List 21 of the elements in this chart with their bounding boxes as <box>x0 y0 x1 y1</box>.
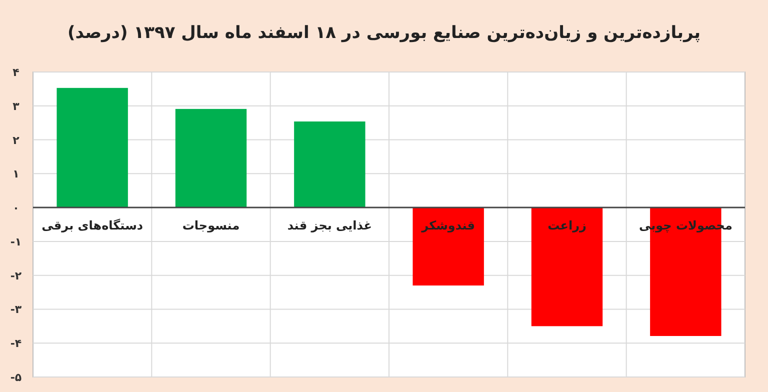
bar <box>175 108 247 208</box>
y-tick-label: -۱ <box>10 235 22 248</box>
y-tick-label: ۰ <box>12 202 20 215</box>
y-tick-label: ۳ <box>12 100 20 113</box>
y-tick-label: ۴ <box>12 66 20 79</box>
y-tick-label: ۱ <box>12 168 20 181</box>
y-tick-label: -۵ <box>10 371 22 384</box>
y-tick-label: -۴ <box>10 337 22 350</box>
bar <box>412 208 484 286</box>
x-tick-label: دستگاه‌های برقی <box>42 218 144 233</box>
x-tick-label: غذایی بجز قند <box>287 218 372 233</box>
bar <box>531 208 603 326</box>
x-tick-label: منسوجات <box>182 218 240 233</box>
chart-title: پربازده‌ترین و زیان‌ده‌ترین صنایع بورسی در ۱۸ اسفند ماه سال ۱۳۹۷ (درصد) <box>68 23 700 43</box>
y-tick-label: ۲ <box>12 134 20 147</box>
y-tick-label: -۳ <box>10 303 22 316</box>
bar <box>56 88 128 208</box>
x-tick-label: قندوشکر <box>420 218 476 233</box>
bar <box>294 121 366 208</box>
x-tick-label: زراعت <box>548 218 586 233</box>
y-tick-label: -۲ <box>10 269 22 282</box>
